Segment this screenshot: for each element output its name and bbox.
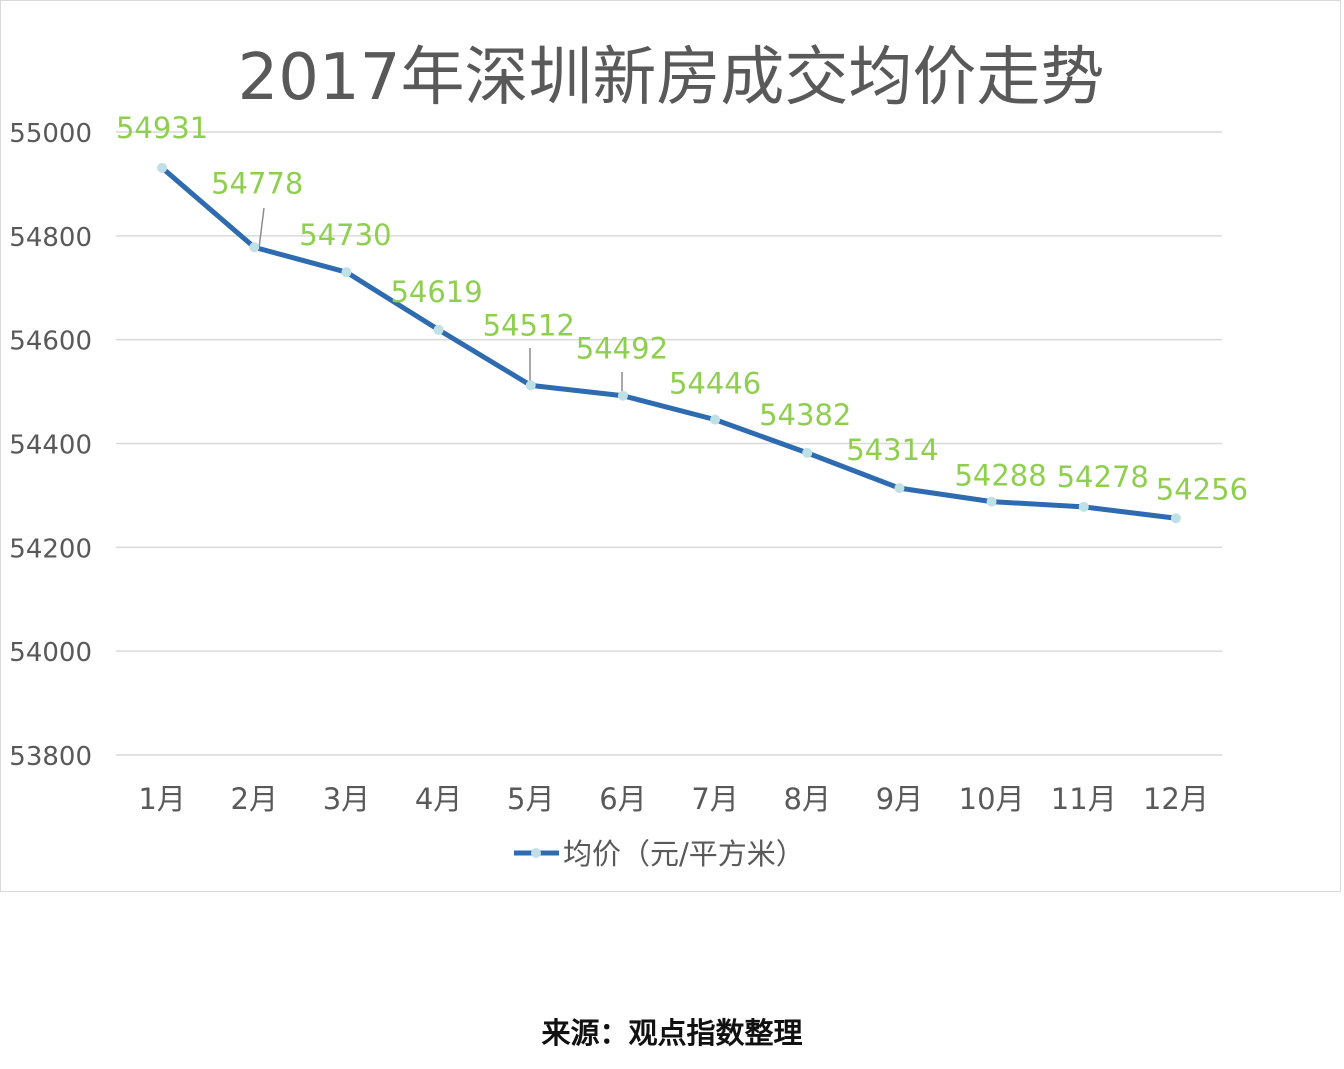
legend-marker-swatch: [531, 848, 541, 858]
x-tick-label: 4月: [415, 782, 462, 816]
data-label: 54512: [483, 308, 575, 342]
data-point-5月[interactable]: [525, 380, 536, 391]
data-point-8月[interactable]: [802, 447, 813, 458]
data-label: 54382: [759, 398, 851, 432]
x-tick-label: 10月: [959, 782, 1025, 816]
legend[interactable]: 均价（元/平方米）: [514, 837, 805, 871]
y-tick-label: 54800: [9, 223, 92, 253]
x-tick-label: 12月: [1143, 782, 1209, 816]
x-axis: 1月 2月 3月 4月 5月 6月 7月 8月 9月 10月 11月 12月: [138, 782, 1209, 816]
label-leader-line: [258, 207, 265, 249]
y-tick-label: 54000: [9, 638, 92, 668]
x-tick-label: 2月: [231, 782, 278, 816]
x-tick-label: 7月: [691, 782, 738, 816]
y-tick-label: 53800: [9, 742, 92, 772]
data-point-9月[interactable]: [894, 483, 905, 494]
data-point-1月[interactable]: [157, 162, 168, 173]
series-line: [160, 165, 1177, 521]
data-label: 54446: [669, 367, 761, 401]
x-tick-label: 11月: [1051, 782, 1117, 816]
x-tick-label: 8月: [784, 782, 831, 816]
data-point-4月[interactable]: [433, 324, 444, 335]
data-point-10月[interactable]: [986, 496, 997, 507]
data-point-12月[interactable]: [1170, 513, 1181, 524]
data-label: 54288: [954, 459, 1046, 493]
series-layer: [157, 162, 1181, 524]
data-label: 54931: [116, 111, 208, 145]
y-tick-label: 54200: [9, 534, 92, 564]
x-tick-label: 6月: [599, 782, 646, 816]
data-point-2月[interactable]: [249, 242, 260, 253]
data-point-3月[interactable]: [341, 267, 352, 278]
data-label: 54314: [846, 433, 938, 467]
gridlines: [116, 131, 1222, 756]
chart-frame: 2017年深圳新房成交均价走势 55000 54800 54600 54400 5420…: [0, 0, 1341, 892]
line-chart: 2017年深圳新房成交均价走势 55000 54800 54600 54400 5420…: [9, 41, 1248, 871]
data-point-7月[interactable]: [710, 414, 721, 425]
y-tick-label: 54400: [9, 431, 92, 461]
x-tick-label: 1月: [138, 782, 185, 816]
data-label: 54278: [1057, 460, 1149, 494]
legend-label: 均价（元/平方米）: [563, 837, 805, 871]
data-label: 54256: [1156, 472, 1248, 506]
x-tick-label: 5月: [507, 782, 554, 816]
data-label: 54730: [299, 218, 391, 252]
data-label: 54619: [390, 275, 482, 309]
data-point-6月[interactable]: [617, 390, 628, 401]
y-tick-label: 55000: [9, 119, 92, 149]
chart-title: 2017年深圳新房成交均价走势: [238, 41, 1105, 115]
x-tick-label: 3月: [323, 782, 370, 816]
x-tick-label: 9月: [876, 782, 923, 816]
data-label: 54492: [576, 332, 668, 366]
y-axis: 55000 54800 54600 54400 54200 54000 53800: [9, 119, 92, 772]
data-point-11月[interactable]: [1078, 501, 1089, 512]
data-label: 54778: [211, 166, 303, 200]
source-note: 来源：观点指数整理: [541, 1016, 803, 1050]
y-tick-label: 54600: [9, 327, 92, 357]
